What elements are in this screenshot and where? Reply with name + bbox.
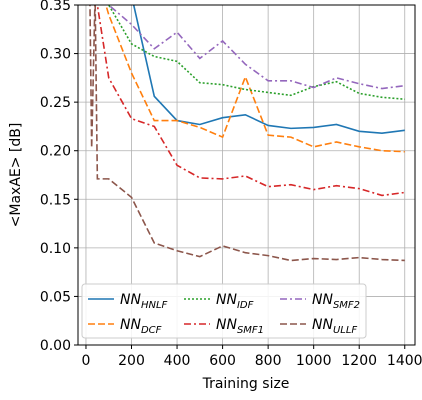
legend-subscript: SMF1 bbox=[237, 325, 264, 336]
y-axis-label: <MaxAE> [dB] bbox=[8, 123, 24, 228]
series-line bbox=[107, 5, 405, 101]
legend-name: NN bbox=[216, 317, 237, 333]
y-tick-label: 0.10 bbox=[40, 241, 71, 257]
legend-label: NNSMF1 bbox=[216, 317, 264, 336]
x-tick-label: 1000 bbox=[296, 353, 332, 369]
y-tick-label: 0.05 bbox=[40, 289, 71, 305]
x-tick-label: 200 bbox=[118, 353, 145, 369]
y-tick-label: 0.15 bbox=[40, 192, 71, 208]
legend-name: NN bbox=[312, 317, 333, 333]
legend-label: NNIDF bbox=[216, 292, 254, 311]
series-line bbox=[132, 5, 405, 135]
y-tick-label: 0.35 bbox=[40, 0, 71, 14]
x-tick-label: 1200 bbox=[341, 353, 377, 369]
x-axis-label: Training size bbox=[202, 376, 290, 392]
x-tick-label: 400 bbox=[164, 353, 191, 369]
legend-label: NNHNLF bbox=[120, 292, 168, 311]
legend-label: NNULLF bbox=[312, 317, 357, 336]
y-tick-label: 0.00 bbox=[40, 338, 71, 354]
y-tick-label: 0.25 bbox=[40, 95, 71, 111]
legend-name: NN bbox=[120, 292, 141, 308]
series-line bbox=[105, 5, 405, 153]
legend-subscript: SMF2 bbox=[333, 300, 360, 311]
legend-name: NN bbox=[216, 292, 237, 308]
legend-label: NNDCF bbox=[120, 317, 162, 336]
x-tick-label: 800 bbox=[255, 353, 282, 369]
ticks: 0.00 0.05 0.10 0.15 0.20 0.25 0.30 0.35 0 200 400 6… bbox=[40, 0, 422, 369]
x-tick-label: 0 bbox=[82, 353, 91, 369]
plot-frame bbox=[77, 4, 416, 346]
plot-lines bbox=[89, 5, 405, 262]
legend-subscript: IDF bbox=[237, 300, 254, 311]
x-tick-label: 600 bbox=[209, 353, 236, 369]
series-line bbox=[107, 5, 405, 90]
y-tick-label: 0.20 bbox=[40, 144, 71, 160]
x-tick-label: 1400 bbox=[387, 353, 422, 369]
legend-label: NNSMF2 bbox=[312, 292, 360, 311]
legend-subscript: ULLF bbox=[333, 325, 357, 336]
legend-subscript: HNLF bbox=[141, 300, 168, 311]
series-line bbox=[89, 5, 405, 262]
legend-subscript: DCF bbox=[141, 325, 162, 336]
y-tick-label: 0.30 bbox=[40, 47, 71, 63]
legend-name: NN bbox=[120, 317, 141, 333]
legend-name: NN bbox=[312, 292, 333, 308]
